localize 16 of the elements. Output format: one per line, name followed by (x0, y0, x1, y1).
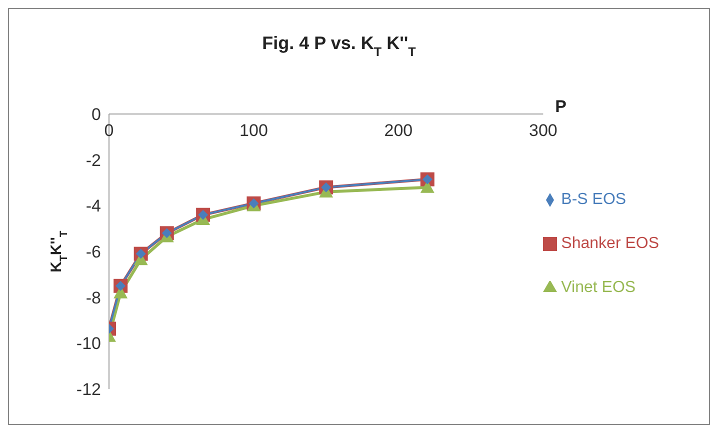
legend-label: Vinet EOS (561, 279, 636, 296)
y-tick-label: -10 (76, 334, 101, 354)
x-tick-label: 100 (240, 121, 268, 140)
legend-label: Shanker EOS (561, 235, 659, 252)
x-tick-label: 200 (384, 121, 413, 140)
x-tick-label: 300 (528, 121, 558, 140)
y-tick-label: -12 (76, 380, 101, 400)
legend-label: B-S EOS (561, 191, 626, 208)
x-axis-title: P (555, 97, 567, 116)
y-tick-label: -8 (86, 288, 101, 308)
y-tick-label: -4 (86, 196, 101, 216)
y-tick-label: -6 (86, 242, 101, 262)
y-tick-label: -2 (86, 150, 101, 170)
x-tick-label: 0 (104, 121, 114, 140)
y-tick-label: 0 (92, 105, 101, 124)
chart-title: Fig. 4 P vs. K$_{T}$ K''$_{T}$ (262, 33, 416, 59)
